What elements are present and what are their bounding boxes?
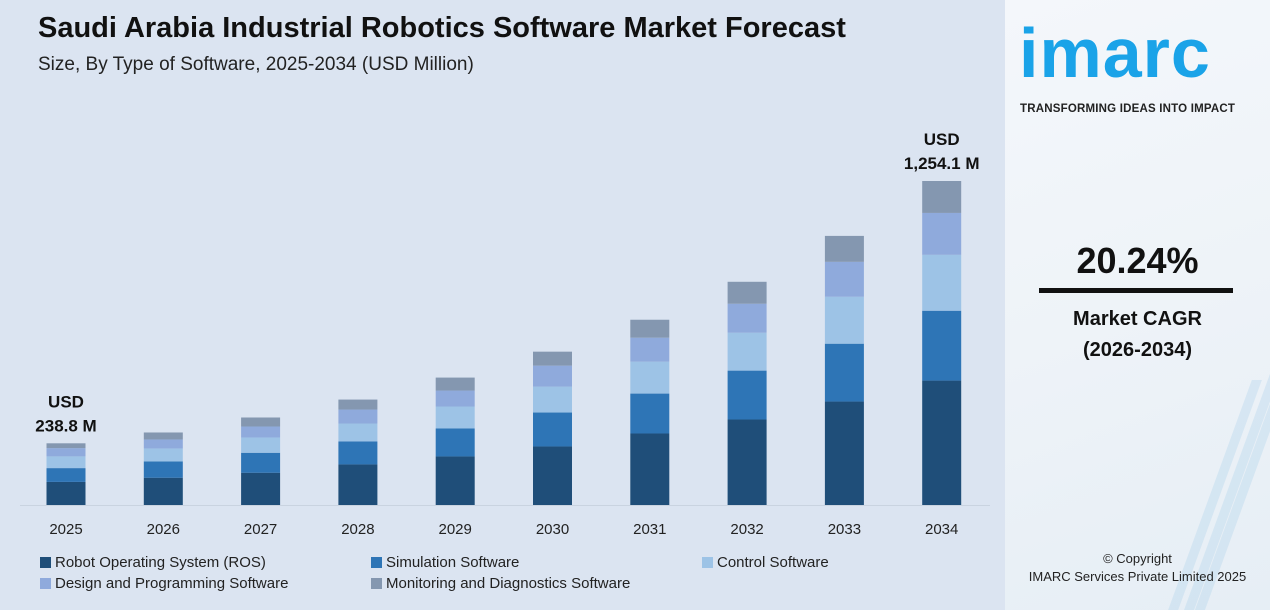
- legend-swatch: [702, 557, 713, 568]
- bar-segment-2025-2: [46, 456, 86, 469]
- annotation-value: 238.8 M: [35, 416, 96, 435]
- bar-segment-2025-4: [46, 443, 86, 449]
- x-tick-label: 2032: [730, 521, 763, 538]
- imarc-logo: imarc: [1019, 14, 1211, 92]
- annotation-label: USD: [924, 130, 960, 149]
- legend-swatch: [40, 578, 51, 589]
- bar-segment-2032-4: [727, 281, 767, 304]
- bar-segment-2028-1: [338, 441, 378, 465]
- bar-segment-2026-3: [143, 439, 183, 449]
- bar-segment-2034-0: [922, 380, 962, 505]
- legend-item-monitoring: Monitoring and Diagnostics Software: [371, 575, 630, 592]
- bar-segment-2028-2: [338, 423, 378, 442]
- bar-segment-2029-2: [435, 406, 475, 429]
- bar-segment-2025-0: [46, 481, 86, 505]
- legend-label: Control Software: [717, 554, 829, 571]
- bar-segment-2031-2: [630, 361, 670, 394]
- chart-panel: Saudi Arabia Industrial Robotics Softwar…: [20, 12, 990, 592]
- bar-segment-2030-3: [533, 365, 572, 387]
- x-tick-label: 2034: [925, 521, 958, 538]
- bar-segment-2029-1: [435, 428, 475, 457]
- x-tick-label: 2033: [828, 521, 861, 538]
- bar-segment-2029-4: [435, 377, 475, 391]
- tagline: TRANSFORMING IDEAS INTO IMPACT: [1020, 103, 1236, 115]
- x-tick-label: 2027: [244, 521, 277, 538]
- bar-segment-2031-3: [630, 337, 670, 362]
- company-name: IMARC Services Private Limited 2025: [1028, 569, 1247, 584]
- bar-segment-2028-3: [338, 409, 378, 424]
- bar-segment-2028-0: [338, 464, 378, 505]
- legend-swatch: [371, 578, 382, 589]
- bar-segment-2032-3: [727, 303, 767, 333]
- bar-segment-2034-3: [922, 212, 962, 255]
- legend-label: Robot Operating System (ROS): [55, 554, 266, 571]
- x-tick-label: 2025: [49, 521, 82, 538]
- bar-segment-2027-3: [241, 426, 281, 438]
- x-tick-label: 2028: [341, 521, 374, 538]
- copyright: © Copyright: [1103, 551, 1172, 566]
- bar-segment-2025-3: [46, 448, 86, 457]
- bar-segment-2034-4: [922, 181, 962, 213]
- sidebar: imarc TRANSFORMING IDEAS INTO IMPACT 20.…: [1005, 0, 1270, 610]
- stacked-bar-chart: 2025 2026 2027 2028 2029 2030 2031 2032 2033 2034…: [20, 130, 990, 538]
- bar-segment-2033-1: [824, 343, 864, 402]
- legend-item-control: Control Software: [702, 554, 829, 571]
- bar-segment-2031-4: [630, 319, 670, 338]
- x-tick-label: 2030: [536, 521, 569, 538]
- cagr-period: (2026-2034): [1083, 339, 1192, 361]
- bar-segment-2026-4: [143, 432, 183, 440]
- bar-segment-2030-0: [533, 446, 572, 505]
- x-tick-label: 2026: [147, 521, 180, 538]
- bar-segment-2030-2: [533, 386, 572, 413]
- cagr-label: Market CAGR: [1073, 308, 1202, 330]
- bar-segment-2026-0: [143, 477, 183, 505]
- chart-title: Saudi Arabia Industrial Robotics Softwar…: [38, 12, 846, 44]
- legend-item-design: Design and Programming Software: [40, 575, 288, 592]
- bar-segment-2034-2: [922, 254, 962, 311]
- legend-label: Simulation Software: [386, 554, 520, 571]
- bar-segment-2033-0: [824, 401, 864, 505]
- annotation-value: 1,254.1 M: [904, 154, 980, 173]
- bar-segment-2025-1: [46, 468, 86, 482]
- bar-segment-2027-0: [241, 472, 281, 505]
- bar-segment-2032-0: [727, 419, 767, 505]
- legend-swatch: [371, 557, 382, 568]
- bar-segment-2034-1: [922, 310, 962, 381]
- bar-segment-2033-3: [824, 261, 864, 297]
- legend-item-ros: Robot Operating System (ROS): [40, 554, 266, 571]
- bar-segment-2032-2: [727, 332, 767, 371]
- bar-segment-2027-1: [241, 452, 281, 473]
- legend-label: Monitoring and Diagnostics Software: [386, 575, 631, 592]
- bar-segment-2029-0: [435, 456, 475, 505]
- bar-segment-2027-2: [241, 437, 281, 453]
- x-tick-label: 2029: [439, 521, 472, 538]
- annotation-label: USD: [48, 392, 84, 411]
- chart-subtitle: Size, By Type of Software, 2025-2034 (US…: [38, 54, 474, 75]
- x-tick-label: 2031: [633, 521, 666, 538]
- bar-segment-2031-1: [630, 393, 670, 434]
- legend-item-simulation: Simulation Software: [371, 554, 519, 571]
- bar-segment-2026-1: [143, 461, 183, 478]
- cagr-value: 20.24%: [1076, 240, 1199, 281]
- bar-segment-2026-2: [143, 448, 183, 462]
- bar-segment-2029-3: [435, 390, 475, 407]
- bar-segment-2032-1: [727, 370, 767, 420]
- legend-swatch: [40, 557, 51, 568]
- bar-segment-2031-0: [630, 433, 670, 505]
- bar-segment-2028-4: [338, 399, 378, 410]
- bar-segment-2033-4: [824, 235, 864, 262]
- bar-segment-2030-1: [533, 412, 572, 447]
- legend-label: Design and Programming Software: [55, 575, 289, 592]
- bar-segment-2033-2: [824, 296, 864, 344]
- bar-segment-2027-4: [241, 417, 281, 427]
- divider: [1039, 288, 1233, 293]
- bar-segment-2030-4: [533, 351, 572, 366]
